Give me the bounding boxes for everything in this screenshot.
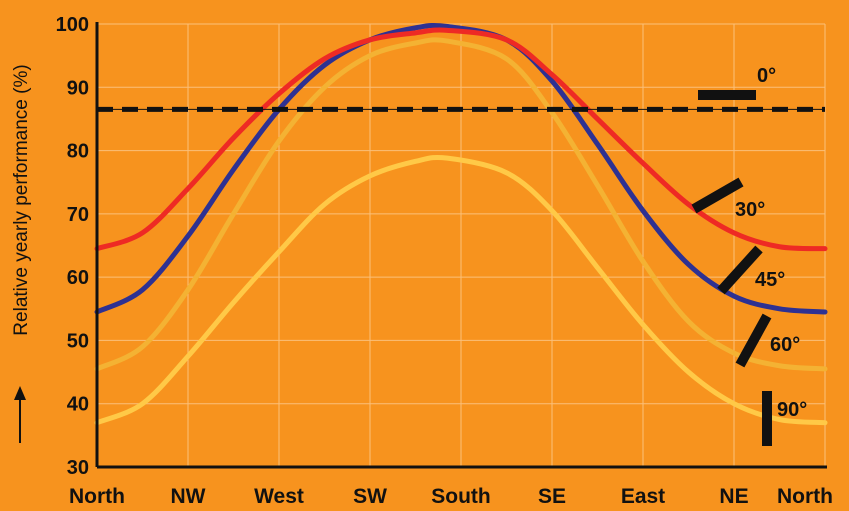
x-tick-label: East <box>621 485 665 508</box>
y-tick-label: 80 <box>67 141 89 163</box>
y-tick-label: 70 <box>67 204 89 226</box>
y-tick-label: 30 <box>67 457 89 479</box>
y-axis-title: Relative yearly performance (%) <box>11 64 32 335</box>
series-line-45deg <box>94 22 828 315</box>
x-tick-label: West <box>254 485 304 508</box>
y-axis-title-group: Relative yearly performance (%) <box>11 64 32 443</box>
x-tick-label: North <box>69 485 125 508</box>
x-tick-label: NE <box>719 485 748 508</box>
series-label-30deg: 30° <box>735 199 765 221</box>
series-labels: 0° 30° 45° 60° 90° <box>691 65 807 446</box>
series-line-90deg <box>94 154 828 426</box>
series-label-90deg: 90° <box>777 399 807 421</box>
x-tick-label: South <box>431 485 490 508</box>
series-line-30deg <box>94 27 828 252</box>
y-tick-label: 50 <box>67 330 89 352</box>
y-tick-label: 90 <box>67 77 89 99</box>
axes <box>95 22 827 469</box>
y-tick-label: 40 <box>67 394 89 416</box>
series-label-60deg: 60° <box>770 334 800 356</box>
tilt-indicator-60deg <box>735 313 772 368</box>
series-label-45deg: 45° <box>755 269 785 291</box>
series-label-0deg: 0° <box>757 65 776 87</box>
y-tick-label: 60 <box>67 267 89 289</box>
series-line-60deg <box>94 37 828 372</box>
x-tick-label: SE <box>538 485 566 508</box>
series-lines <box>94 22 828 426</box>
y-tick-label: 100 <box>56 14 89 36</box>
x-tick-label: SW <box>353 485 387 508</box>
tick-labels: 30 40 50 60 70 80 90 100 North NW West SW South SE Eas… <box>56 14 833 508</box>
x-tick-label: North <box>777 485 833 508</box>
tilt-indicator-30deg <box>691 177 744 214</box>
x-tick-label: NW <box>171 485 206 508</box>
grid-lines <box>97 23 826 467</box>
y-axis-arrow-head <box>14 386 26 400</box>
tilt-indicator-45deg <box>717 245 763 295</box>
